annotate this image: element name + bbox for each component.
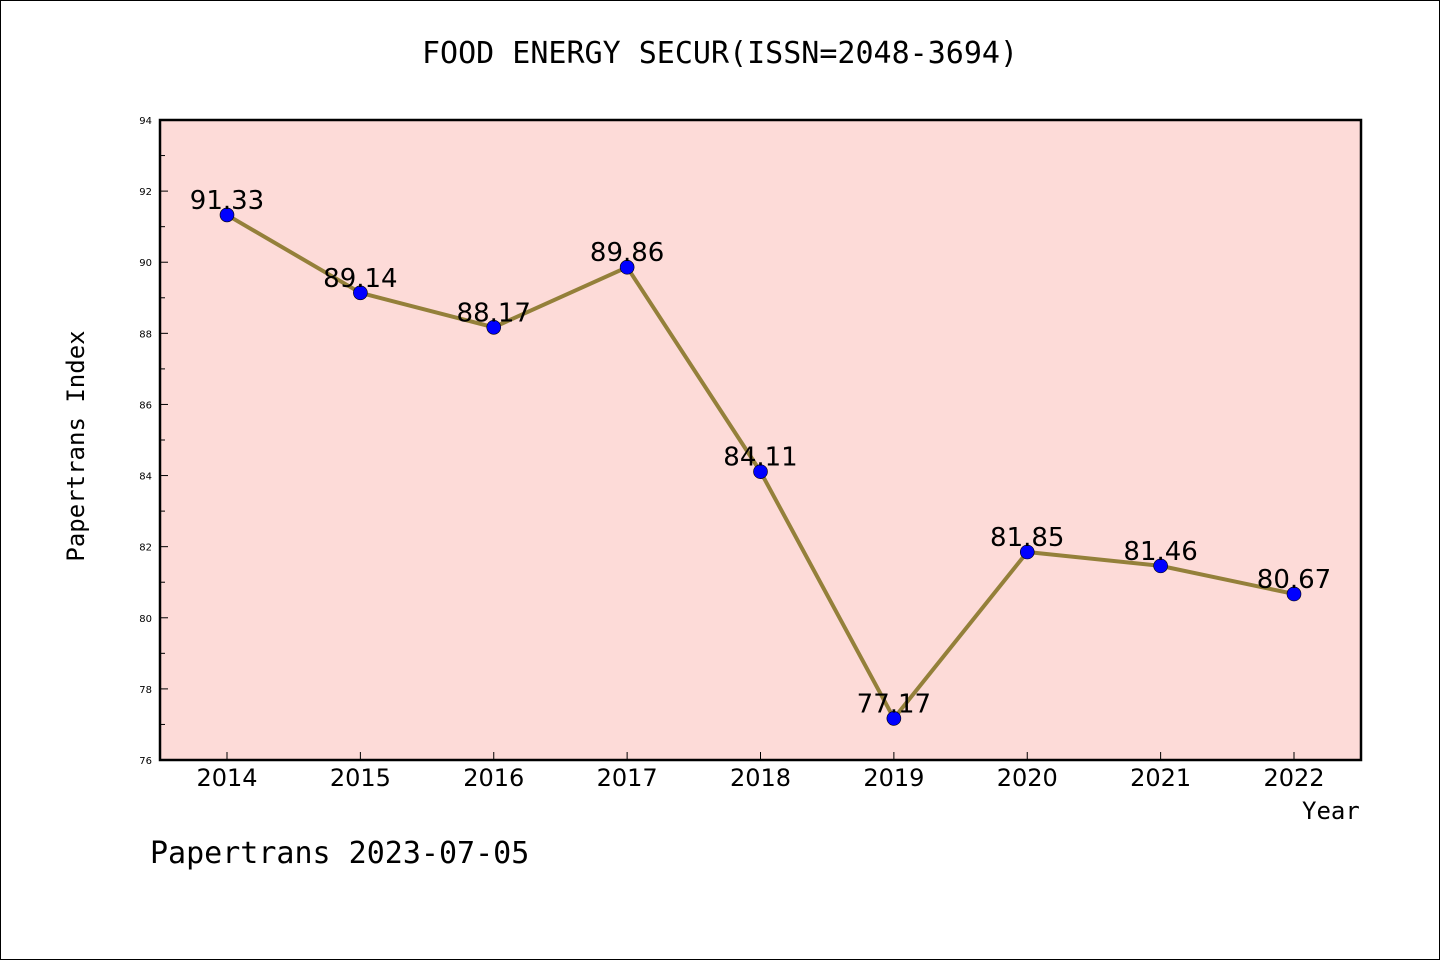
data-label: 80.67 bbox=[1257, 565, 1331, 595]
data-point bbox=[1019, 544, 1035, 560]
y-tick-label: 78 bbox=[139, 685, 152, 696]
y-tick-label: 82 bbox=[139, 543, 152, 554]
x-tick-label: 2017 bbox=[597, 764, 658, 792]
x-tick-label: 2014 bbox=[196, 764, 257, 792]
footer-note: Papertrans 2023-07-05 bbox=[150, 836, 530, 871]
y-tick-label: 76 bbox=[139, 756, 152, 767]
data-point bbox=[1153, 558, 1168, 574]
y-tick-label: 86 bbox=[139, 400, 152, 411]
y-tick-label: 94 bbox=[139, 116, 152, 127]
data-point bbox=[753, 464, 768, 479]
x-tick-label: 2015 bbox=[330, 764, 391, 792]
data-point bbox=[1286, 586, 1302, 602]
data-label: 81.46 bbox=[1123, 537, 1197, 567]
data-label: 89.86 bbox=[590, 238, 664, 268]
data-label: 91.33 bbox=[190, 186, 264, 216]
y-tick-label: 92 bbox=[139, 187, 152, 198]
data-point bbox=[886, 711, 902, 726]
data-point bbox=[353, 285, 368, 301]
x-axis-label: Year bbox=[1302, 797, 1360, 825]
data-label: 81.85 bbox=[990, 523, 1064, 553]
data-point bbox=[486, 319, 502, 335]
x-tick-label: 2022 bbox=[1263, 764, 1324, 792]
data-label: 84.11 bbox=[723, 443, 797, 473]
chart-title: FOOD ENERGY SECUR(ISSN=2048-3694) bbox=[421, 36, 1019, 71]
y-tick-label: 84 bbox=[139, 472, 152, 483]
plot-area bbox=[160, 120, 1361, 760]
data-point bbox=[619, 259, 635, 275]
y-tick-label: 88 bbox=[139, 329, 152, 340]
data-label: 77.17 bbox=[857, 689, 931, 719]
y-tick-label: 90 bbox=[139, 258, 152, 269]
x-tick-label: 2020 bbox=[997, 764, 1058, 792]
x-tick-label: 2018 bbox=[730, 764, 791, 792]
data-point bbox=[219, 207, 235, 223]
x-tick-label: 2016 bbox=[463, 764, 524, 792]
data-label: 89.14 bbox=[323, 264, 397, 294]
x-tick-label: 2021 bbox=[1130, 764, 1191, 792]
y-tick-label: 80 bbox=[139, 614, 152, 625]
data-label: 88.17 bbox=[457, 298, 531, 328]
y-axis-label: Papertrans Index bbox=[62, 330, 90, 562]
plot-border bbox=[158, 118, 1363, 762]
x-tick-label: 2019 bbox=[863, 764, 924, 792]
